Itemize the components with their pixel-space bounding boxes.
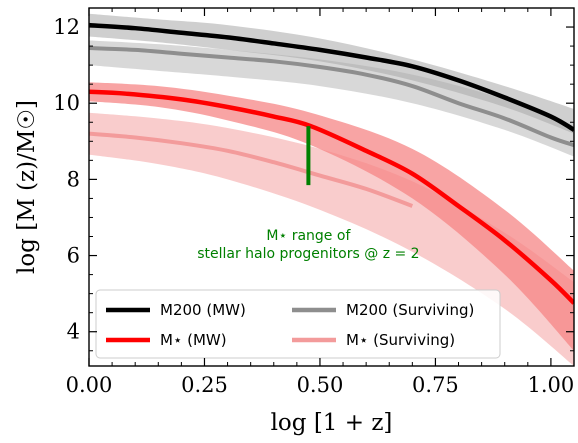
axis-ticks: 0.00 0.25 0.50 0.75 1.00 4 6 8 10 12	[53, 7, 575, 397]
x-axis-title: log [1 + z]	[271, 410, 393, 436]
legend-label-m200-mw: M200 (MW)	[160, 301, 246, 319]
y-tick-label: 8	[67, 167, 80, 191]
annotation-line-2: stellar halo progenitors @ z = 2	[197, 246, 419, 262]
annotation: M⋆ range of stellar halo progenitors @ z …	[197, 228, 419, 262]
line-m-surviving	[89, 131, 414, 208]
axis-titles: log [1 + z] log [M (z)/M☉]	[14, 100, 392, 436]
legend-label-mstar-mw: M⋆ (MW)	[160, 331, 227, 349]
legend: M200 (MW) M200 (Surviving) M⋆ (MW) M⋆ (Surv…	[95, 289, 501, 359]
band-m200-surviving	[89, 40, 574, 157]
y-tick-label: 6	[67, 244, 80, 268]
annotation-line-1: M⋆ range of	[266, 228, 351, 244]
plot-frame	[88, 7, 575, 367]
line-m-mw	[89, 89, 574, 305]
line-m200-mw	[89, 22, 574, 132]
x-tick-label: 1.00	[528, 373, 575, 397]
y-axis-title: log [M (z)/M☉]	[14, 100, 40, 274]
x-tick-label: 0.75	[412, 373, 459, 397]
legend-box	[95, 289, 501, 359]
y-tick-label: 4	[67, 320, 80, 344]
band-m200-mw	[89, 13, 574, 134]
x-tick-label: 0.00	[66, 373, 113, 397]
legend-label-mstar-surviving: M⋆ (Surviving)	[346, 331, 455, 349]
series-lines	[89, 22, 574, 305]
y-tick-label: 12	[53, 15, 80, 39]
x-tick-label: 0.50	[297, 373, 344, 397]
line-m200-surviving	[89, 45, 574, 148]
y-tick-label: 10	[53, 91, 80, 115]
legend-label-m200-surviving: M200 (Surviving)	[346, 301, 474, 319]
x-tick-label: 0.25	[181, 373, 228, 397]
